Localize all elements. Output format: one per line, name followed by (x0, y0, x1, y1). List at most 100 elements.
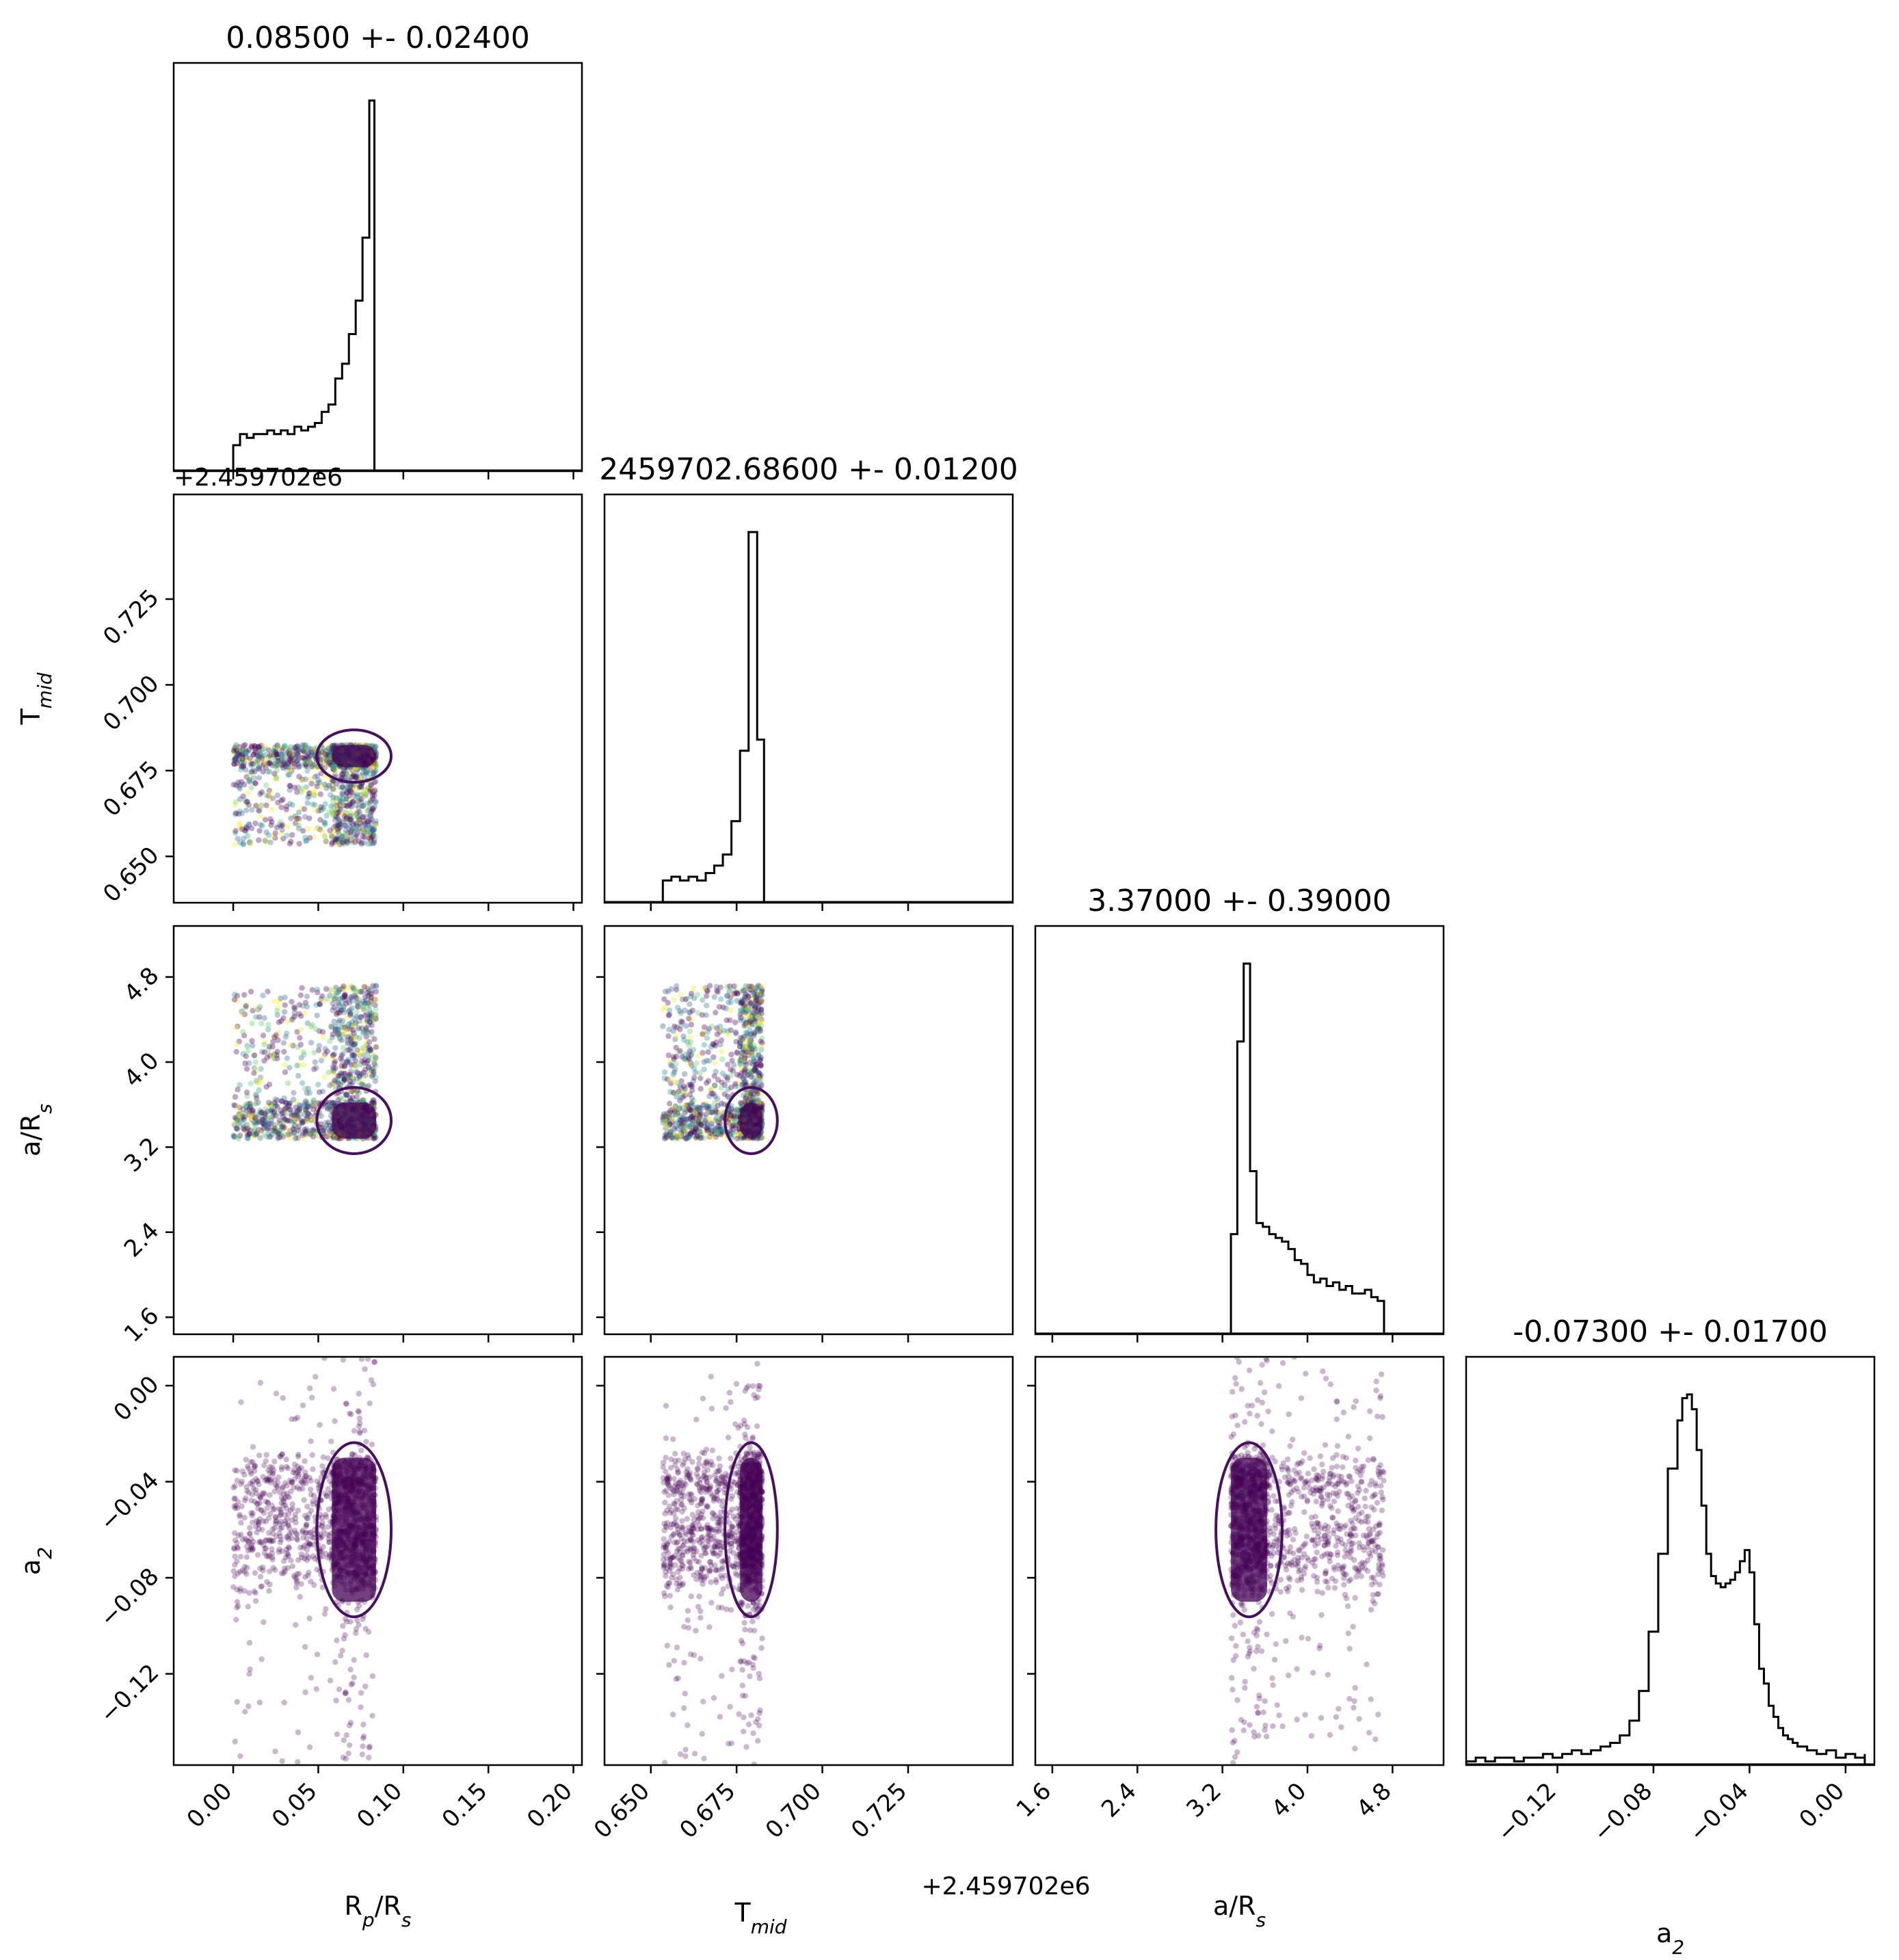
scatter-point (747, 1042, 754, 1049)
scatter-point (681, 1103, 687, 1110)
scatter-point (369, 834, 375, 841)
scatter-point (297, 1035, 303, 1041)
scatter-point (362, 1066, 369, 1073)
scatter-point (353, 786, 360, 792)
scatter-point (264, 1126, 270, 1133)
scatter-point (685, 1132, 691, 1139)
scatter-point (356, 1079, 362, 1085)
scatter-point (665, 1118, 672, 1124)
scatter-point (332, 814, 339, 820)
scatter-point (323, 757, 330, 764)
scatter-point (758, 1133, 765, 1140)
scatter-point (240, 1113, 247, 1120)
scatter-point (271, 1051, 278, 1058)
scatter-point (686, 1016, 692, 1022)
scatter-point (297, 1111, 304, 1117)
scatter-point (355, 809, 361, 816)
scatter-point (341, 983, 347, 990)
scatter-point (742, 1044, 748, 1050)
scatter-point (740, 1051, 746, 1058)
scatter-point (344, 1047, 350, 1053)
scatter-point (292, 1476, 298, 1482)
scatter-point (348, 1036, 354, 1042)
scatter-point (249, 1110, 256, 1116)
scatter-point (320, 1034, 326, 1040)
scatter-point (248, 762, 254, 768)
scatter-point (358, 1014, 364, 1020)
scatter-point (304, 1503, 310, 1510)
scatter-point (243, 1495, 249, 1501)
scatter-point (662, 1113, 668, 1120)
scatter-point (258, 813, 264, 820)
scatter-point (713, 1131, 719, 1137)
scatter-point (309, 1128, 315, 1134)
scatter-point (691, 1110, 698, 1116)
scatter-point (239, 756, 245, 763)
scatter-point (734, 997, 740, 1004)
scatter-point (303, 746, 309, 752)
scatter-point (289, 832, 295, 838)
scatter-point (353, 802, 359, 808)
scatter-point (758, 998, 765, 1005)
scatter-point (728, 1111, 734, 1117)
scatter-point (344, 1014, 351, 1020)
scatter-point (291, 760, 297, 767)
scatter-point (734, 1135, 741, 1142)
scatter-point (267, 752, 273, 758)
scatter-point (276, 1549, 282, 1555)
scatter-point (353, 994, 360, 1001)
scatter-point (233, 782, 239, 789)
scatter-point (662, 1135, 669, 1141)
scatter-point (758, 1072, 764, 1078)
scatter-point (269, 1131, 275, 1138)
scatter-point (295, 1453, 302, 1460)
scatter-point (317, 1535, 324, 1541)
scatter-point (263, 1458, 269, 1464)
scatter-point (282, 752, 289, 758)
scatter-point (758, 1091, 764, 1098)
scatter-point (350, 772, 357, 778)
scatter-point (340, 811, 347, 818)
scatter-point (755, 1027, 761, 1033)
scatter-point (350, 798, 357, 805)
scatter-point (297, 1105, 303, 1111)
scatter-point (347, 1074, 354, 1080)
scatter-point (679, 1133, 685, 1139)
scatter-point (662, 988, 669, 994)
scatter-point (256, 775, 262, 781)
scatter-point (373, 1016, 379, 1022)
scatter-point (252, 762, 258, 768)
scatter-point (321, 834, 328, 840)
scatter-point (330, 1081, 336, 1088)
panel-content (230, 728, 393, 847)
scatter-point (743, 1078, 749, 1085)
scatter-point (371, 1135, 377, 1142)
scatter-point (291, 1089, 297, 1096)
scatter-point (264, 769, 271, 775)
scatter-point (756, 1052, 762, 1059)
scatter-point (726, 1031, 732, 1037)
scatter-point (348, 829, 354, 836)
scatter-point (693, 1128, 700, 1135)
scatter-point (758, 1020, 764, 1026)
scatter-point (258, 756, 265, 762)
scatter-point (260, 769, 266, 775)
scatter-point (311, 1066, 317, 1072)
scatter-point (306, 1090, 313, 1096)
scatter-point (349, 1005, 355, 1011)
scatter-point (347, 824, 354, 830)
scatter-point (355, 1089, 361, 1096)
scatter-point (729, 1130, 735, 1136)
scatter-point (325, 752, 331, 758)
scatter-point (748, 1037, 754, 1044)
scatter-point (368, 1010, 375, 1016)
scatter-point (243, 1003, 249, 1009)
scatter-point (302, 1574, 308, 1580)
scatter-point (314, 773, 321, 779)
scatter-point (722, 1073, 729, 1080)
scatter-point (255, 1519, 261, 1525)
scatter-point (353, 821, 359, 827)
scatter-point (252, 780, 258, 786)
scatter-point (667, 1122, 673, 1128)
scatter-point (371, 1061, 377, 1068)
